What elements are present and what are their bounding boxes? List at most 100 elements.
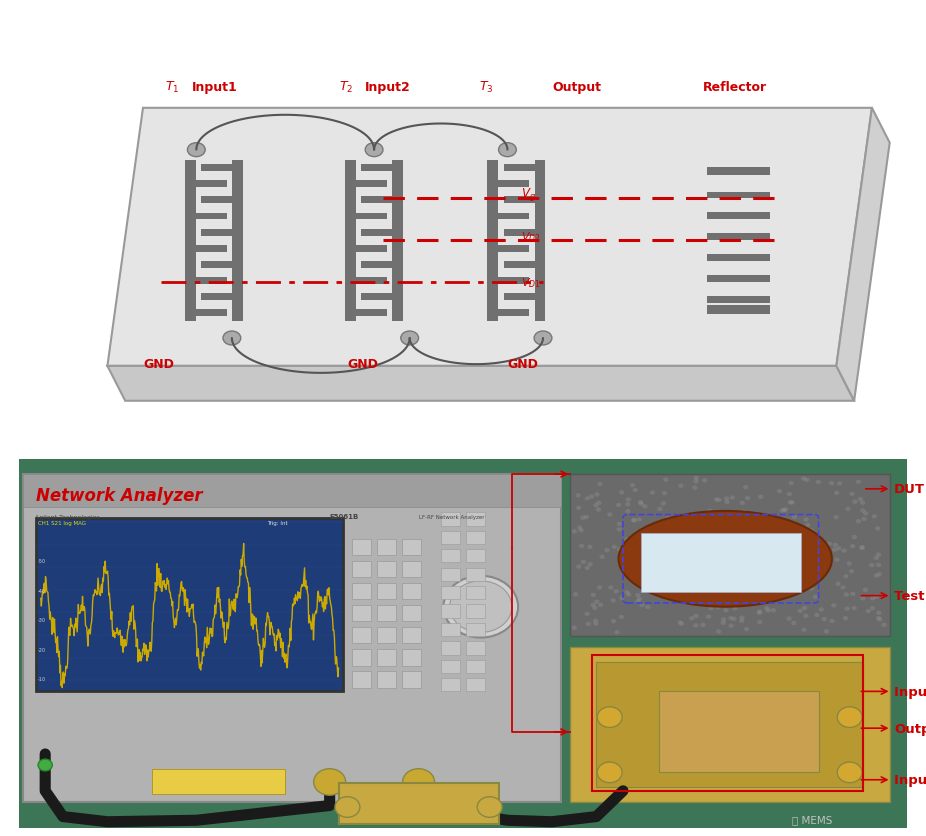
Circle shape: [714, 497, 720, 502]
Circle shape: [774, 557, 780, 561]
Circle shape: [711, 553, 716, 557]
Circle shape: [584, 566, 590, 570]
Circle shape: [782, 507, 788, 512]
Bar: [361, 293, 393, 300]
Circle shape: [792, 589, 796, 594]
Circle shape: [850, 544, 856, 548]
Circle shape: [792, 526, 797, 530]
Circle shape: [636, 517, 642, 522]
Circle shape: [754, 587, 759, 591]
Circle shape: [721, 618, 726, 622]
Circle shape: [773, 588, 779, 592]
Circle shape: [877, 573, 882, 577]
Circle shape: [584, 497, 590, 501]
Circle shape: [450, 581, 512, 633]
Circle shape: [680, 542, 684, 546]
Circle shape: [729, 543, 734, 547]
Circle shape: [700, 623, 706, 627]
Bar: [377, 539, 396, 555]
Circle shape: [787, 528, 793, 533]
Circle shape: [591, 593, 596, 598]
Circle shape: [607, 512, 612, 517]
Bar: [152, 769, 285, 794]
Circle shape: [587, 545, 593, 549]
Circle shape: [736, 522, 741, 526]
Circle shape: [679, 622, 684, 626]
Circle shape: [710, 592, 715, 596]
Bar: [361, 262, 393, 268]
Bar: [498, 309, 529, 316]
Circle shape: [477, 797, 502, 818]
Bar: [498, 245, 529, 252]
Circle shape: [824, 630, 829, 634]
Circle shape: [661, 502, 666, 506]
Circle shape: [845, 607, 850, 611]
Circle shape: [639, 502, 644, 507]
Circle shape: [637, 597, 642, 601]
Circle shape: [663, 478, 669, 482]
Circle shape: [677, 542, 682, 547]
Circle shape: [770, 609, 776, 613]
Circle shape: [684, 596, 689, 600]
Circle shape: [657, 530, 662, 534]
Polygon shape: [107, 109, 872, 366]
Circle shape: [800, 533, 806, 538]
Circle shape: [577, 526, 582, 530]
Circle shape: [715, 522, 720, 526]
Polygon shape: [107, 366, 854, 401]
Circle shape: [764, 606, 770, 610]
Circle shape: [782, 539, 787, 543]
Circle shape: [654, 567, 659, 572]
Circle shape: [689, 616, 694, 620]
Bar: [498, 181, 529, 188]
Circle shape: [694, 480, 698, 484]
Bar: [504, 229, 534, 237]
Bar: [201, 197, 232, 204]
Text: CH1 S21 log MAG: CH1 S21 log MAG: [38, 521, 86, 526]
Circle shape: [757, 610, 762, 615]
Circle shape: [781, 559, 786, 563]
Bar: [641, 533, 801, 592]
Circle shape: [775, 544, 780, 548]
Circle shape: [571, 626, 577, 630]
Bar: [356, 309, 387, 316]
Circle shape: [797, 556, 803, 561]
Circle shape: [785, 562, 791, 566]
Circle shape: [724, 500, 730, 505]
Text: -40: -40: [38, 589, 46, 594]
Bar: [356, 181, 387, 188]
Text: Test seat: Test seat: [895, 589, 926, 603]
Circle shape: [720, 621, 726, 625]
Circle shape: [614, 589, 619, 594]
Circle shape: [821, 617, 827, 621]
Circle shape: [863, 588, 868, 593]
Circle shape: [877, 618, 882, 622]
Circle shape: [869, 563, 874, 568]
Circle shape: [786, 524, 792, 528]
Circle shape: [803, 545, 808, 549]
Circle shape: [659, 523, 665, 528]
Text: -20: -20: [38, 647, 46, 652]
Bar: [377, 584, 396, 599]
Circle shape: [751, 523, 757, 528]
Circle shape: [787, 492, 792, 497]
Circle shape: [599, 555, 605, 559]
Circle shape: [739, 615, 745, 620]
Circle shape: [744, 600, 749, 604]
Circle shape: [619, 491, 624, 495]
Text: Input2: Input2: [365, 81, 411, 94]
Circle shape: [766, 609, 770, 613]
Circle shape: [789, 501, 795, 505]
Bar: [402, 605, 421, 622]
Circle shape: [791, 621, 796, 625]
Bar: [377, 671, 396, 688]
Circle shape: [746, 526, 752, 531]
Bar: [707, 213, 770, 220]
Circle shape: [816, 553, 821, 558]
Circle shape: [594, 492, 600, 497]
Bar: [196, 245, 227, 252]
Circle shape: [860, 596, 866, 601]
Circle shape: [876, 553, 881, 558]
Bar: [402, 539, 421, 555]
Circle shape: [750, 517, 756, 522]
